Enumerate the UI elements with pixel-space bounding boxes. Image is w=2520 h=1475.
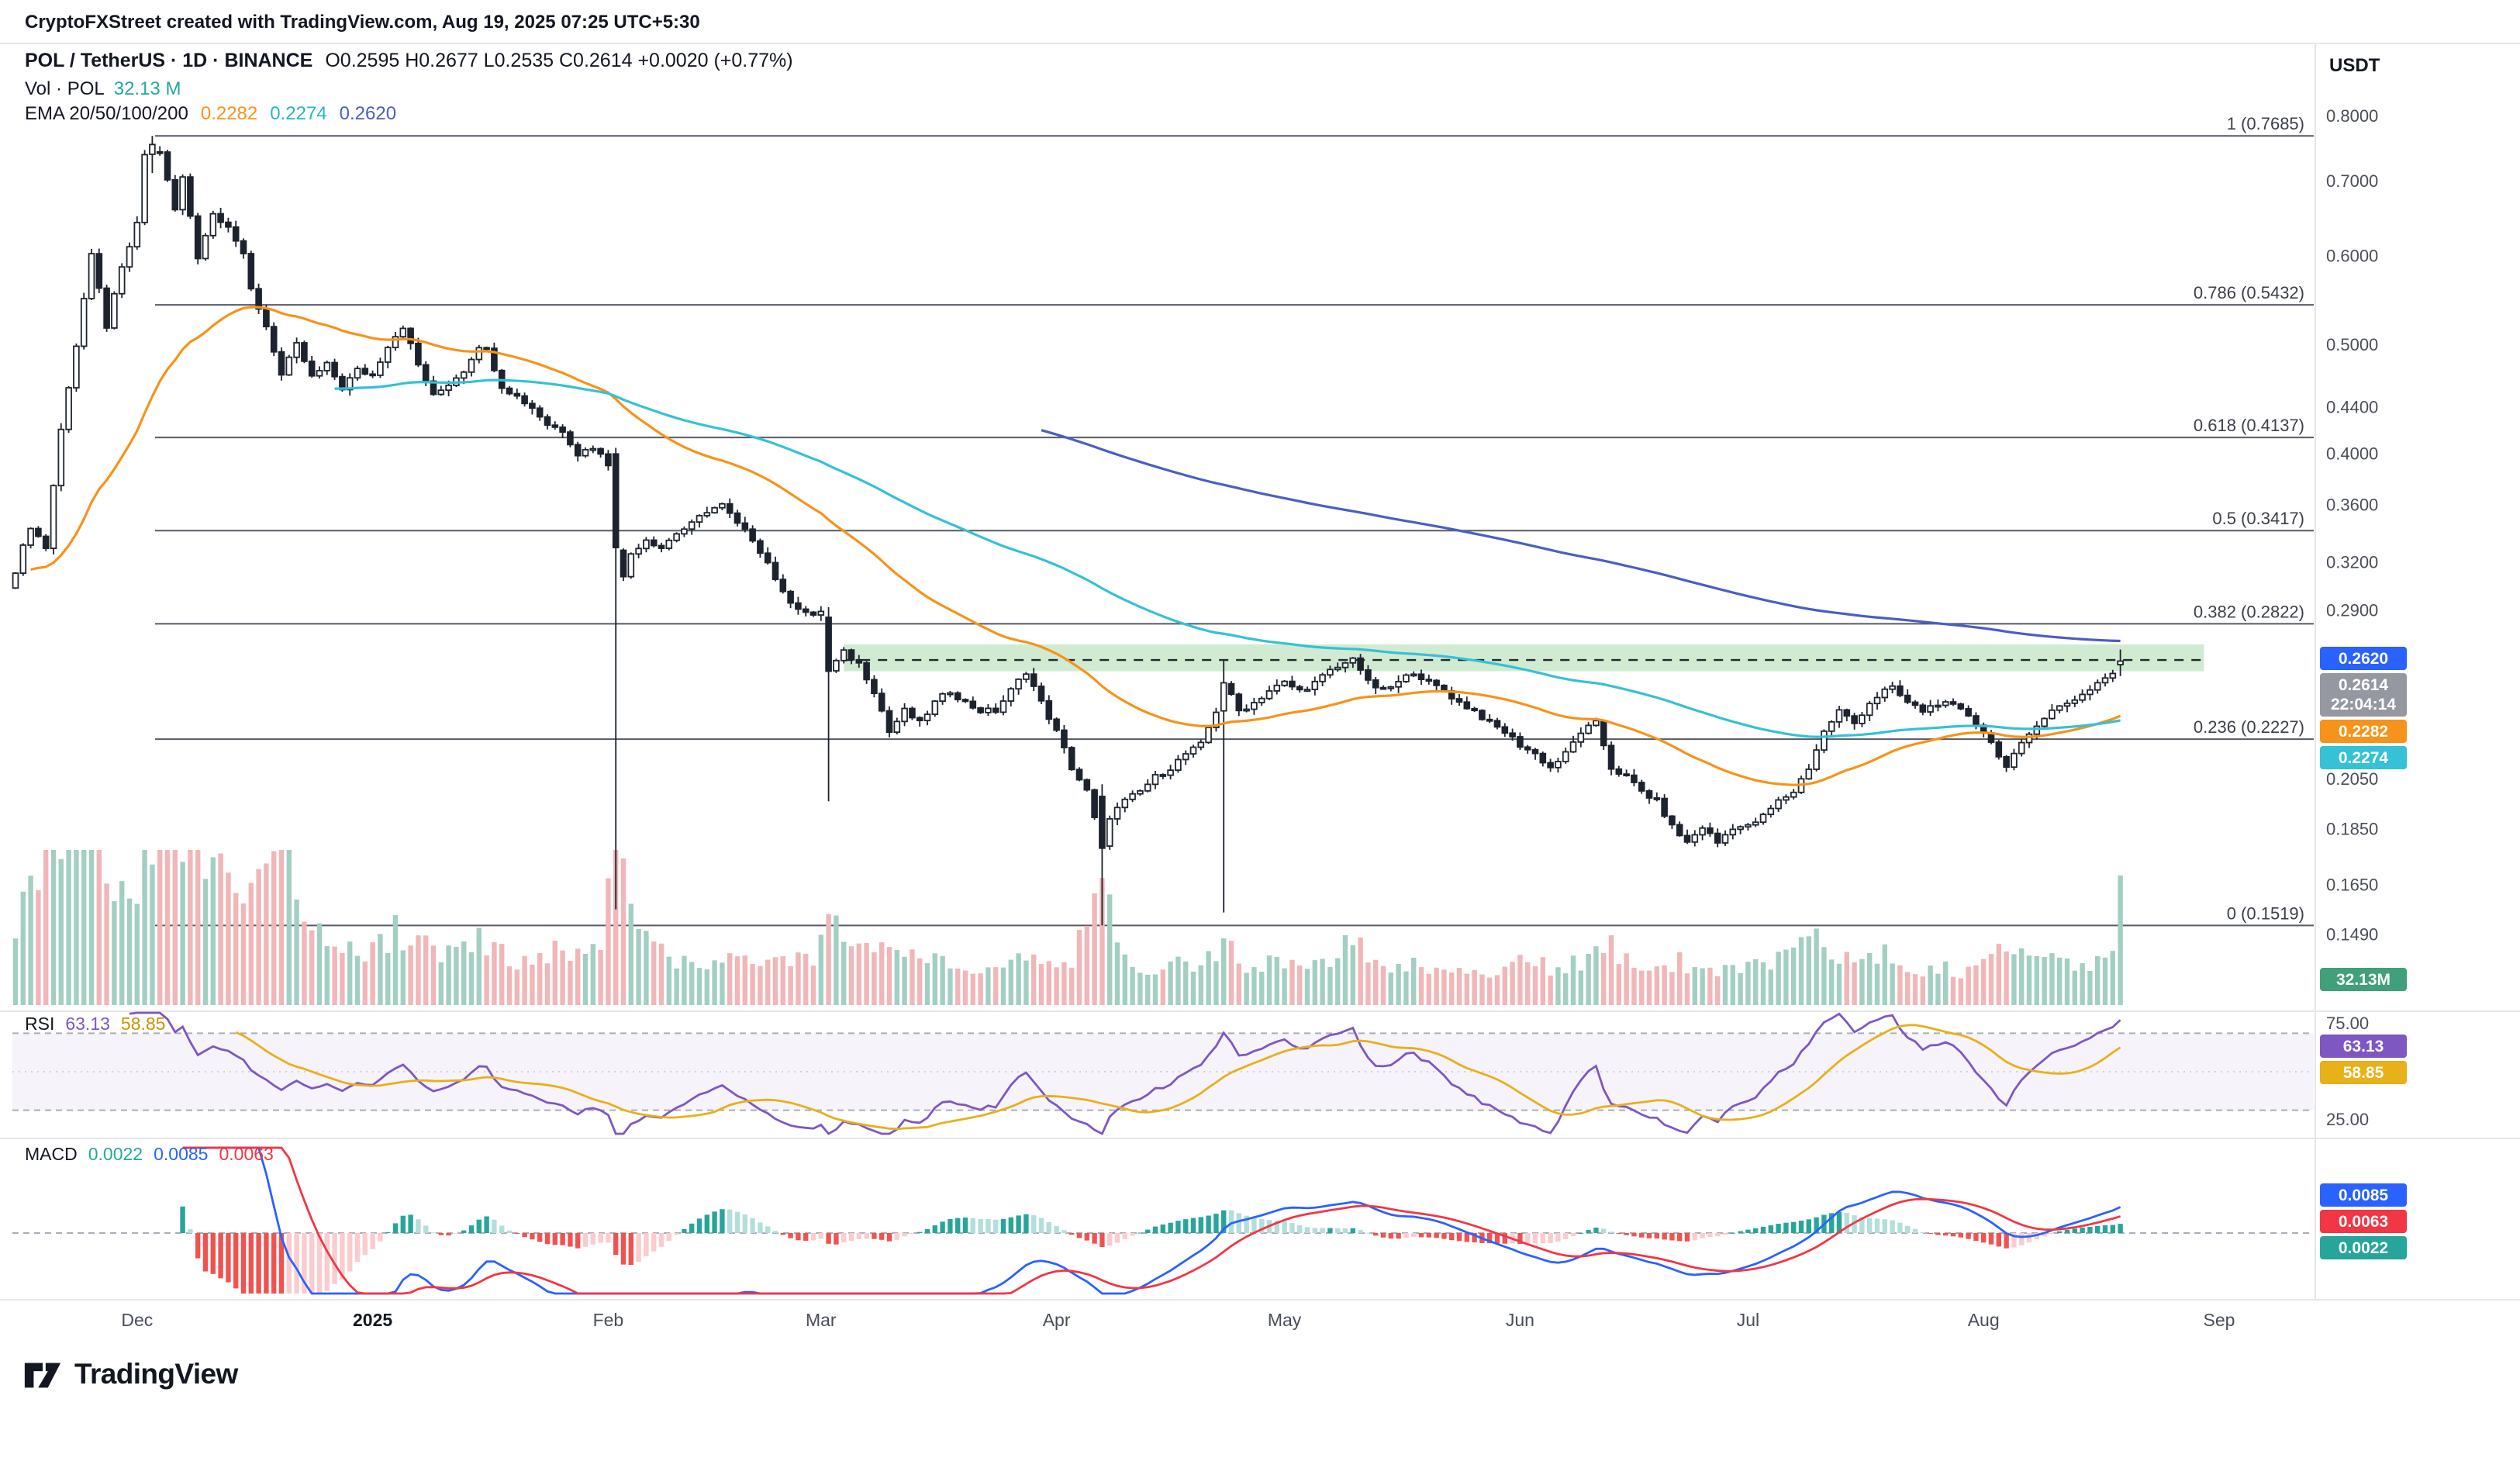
- volume-bars: [12, 850, 2123, 1005]
- fib-level-label: 0.236 (0.2227): [2194, 717, 2304, 737]
- price-tick-label: 0.4400: [2326, 397, 2378, 416]
- rsi-ma-value: 58.85: [120, 1016, 166, 1035]
- rsi-ma-badge: [2320, 1061, 2407, 1084]
- time-tick-label: Sep: [2204, 1310, 2235, 1330]
- time-tick-label: May: [1268, 1310, 1302, 1330]
- rsi-value: 63.13: [65, 1016, 110, 1035]
- snapshot-attribution: CryptoFXStreet created with TradingView.…: [25, 11, 700, 33]
- axis-badges: 0.2620 0.2614 22:04:14 0.2282 0.2274 32.13M 63…: [2320, 647, 2407, 1259]
- macd-signal-line: [182, 1146, 2121, 1295]
- ema-legend-label: EMA 20/50/100/200: [25, 102, 188, 124]
- ema-slow-cyan-line: [334, 378, 2121, 738]
- fib-level-label: 0 (0.1519): [2227, 903, 2304, 923]
- quote-currency-label: USDT: [2329, 54, 2380, 76]
- price-tick-label: 0.1850: [2326, 820, 2378, 839]
- price-tick-label: 0.3600: [2326, 495, 2378, 514]
- symbol-header[interactable]: POL / TetherUS · 1D · BINANCE O0.2595 H0.…: [25, 50, 793, 71]
- macd-signal-value: 0.0063: [219, 1146, 274, 1165]
- price-level-badge: [2320, 647, 2407, 670]
- volume-legend[interactable]: Vol · POL 32.13 M: [25, 78, 181, 99]
- price-tick-label: 0.2900: [2326, 600, 2378, 620]
- time-tick-label: Apr: [1043, 1310, 1071, 1330]
- price-tick-label: 0.8000: [2326, 106, 2378, 126]
- price-level-badge-text: 0.2620: [2339, 650, 2388, 668]
- ema-mid-orange-line: [30, 306, 2121, 786]
- candles[interactable]: [12, 136, 2124, 926]
- rsi-ma-line: [235, 1024, 2121, 1131]
- price-tick-label: 0.7000: [2326, 171, 2378, 191]
- time-axis[interactable]: Dec 2025 Feb Mar Apr May Jun Jul Aug Sep: [121, 1310, 2235, 1330]
- countdown-badge: [2320, 673, 2407, 717]
- macd-line: [182, 1146, 2121, 1295]
- fib-level-label: 0.382 (0.2822): [2194, 602, 2304, 621]
- time-tick-label: 2025: [353, 1310, 392, 1330]
- price-tick-label: 0.2050: [2326, 769, 2378, 789]
- macd-hist-badge-text: 0.0022: [2339, 1239, 2388, 1257]
- price-axis[interactable]: 0.8000 0.7000 0.6000 0.5000 0.4400 0.4000 0.36…: [2326, 106, 2378, 944]
- rsi-axis-label: 75.00: [2326, 1014, 2369, 1033]
- volume-badge-text: 32.13M: [2336, 971, 2391, 989]
- ema-cyan-value: 0.2274: [270, 102, 327, 124]
- volume-badge: [2320, 968, 2407, 991]
- time-tick-label: Aug: [1968, 1310, 2000, 1330]
- ema-orange-badge: [2320, 720, 2407, 743]
- fib-level-label: 0.786 (0.5432): [2194, 283, 2304, 302]
- time-tick-label: Jul: [1737, 1310, 1759, 1330]
- fib-level-label: 1 (0.7685): [2227, 114, 2304, 133]
- price-tick-label: 0.6000: [2326, 247, 2378, 266]
- volume-legend-value: 32.13 M: [113, 78, 181, 99]
- ema-200-blue-line: [1041, 429, 2121, 643]
- rsi-legend-label: RSI: [25, 1016, 55, 1035]
- time-tick-label: Dec: [121, 1310, 153, 1330]
- price-tick-label: 0.1490: [2326, 924, 2378, 944]
- ema-orange-badge-text: 0.2282: [2339, 723, 2388, 741]
- ema-legend[interactable]: EMA 20/50/100/200 0.2282 0.2274 0.2620: [25, 102, 396, 124]
- supply-zone: [844, 644, 2204, 672]
- tradingview-logo-text: TradingView: [74, 1356, 238, 1389]
- macd-hist-value: 0.0022: [88, 1146, 143, 1165]
- time-tick-label: Feb: [593, 1310, 624, 1330]
- rsi-band: [12, 1033, 2314, 1111]
- macd-histogram: [180, 1206, 2123, 1294]
- countdown-badge-text: 0.2614: [2339, 676, 2389, 694]
- tradingview-logo-icon: [24, 1363, 61, 1388]
- price-tick-label: 0.3200: [2326, 552, 2378, 572]
- macd-hist-badge: [2320, 1236, 2407, 1259]
- price-tick-label: 0.4000: [2326, 444, 2378, 463]
- fib-level-label: 0.5 (0.3417): [2212, 509, 2304, 528]
- rsi-ma-badge-text: 58.85: [2343, 1064, 2384, 1082]
- symbol-title[interactable]: POL / TetherUS · 1D · BINANCE: [25, 50, 313, 71]
- ema-cyan-badge: [2320, 746, 2407, 769]
- macd-signal-badge-text: 0.0063: [2339, 1213, 2388, 1231]
- price-tick-label: 0.5000: [2326, 335, 2378, 354]
- countdown-badge-text: 22:04:14: [2331, 696, 2396, 713]
- rsi-axis-label: 25.00: [2326, 1110, 2369, 1129]
- volume-legend-label: Vol · POL: [25, 78, 105, 99]
- macd-line-badge: [2320, 1183, 2407, 1207]
- time-tick-label: Mar: [806, 1310, 837, 1330]
- macd-line-value: 0.0085: [154, 1146, 209, 1165]
- rsi-value-badge: [2320, 1035, 2407, 1058]
- macd-line-badge-text: 0.0085: [2339, 1187, 2389, 1204]
- macd-legend-label: MACD: [25, 1146, 78, 1165]
- ema-blue-value: 0.2620: [339, 102, 397, 124]
- ema-cyan-badge-text: 0.2274: [2339, 749, 2389, 767]
- fib-retracement: 1 (0.7685) 0.786 (0.5432) 0.618 (0.4137) 0.…: [155, 114, 2314, 927]
- macd-signal-badge: [2320, 1210, 2407, 1233]
- tradingview-logo[interactable]: TradingView: [22, 1352, 238, 1394]
- rsi-legend[interactable]: RSI 63.13 58.85: [25, 1016, 165, 1035]
- time-tick-label: Jun: [1506, 1310, 1534, 1330]
- ema-orange-value: 0.2282: [200, 102, 258, 124]
- macd-legend[interactable]: MACD 0.0022 0.0085 0.0063: [25, 1146, 274, 1165]
- fib-level-label: 0.618 (0.4137): [2194, 416, 2304, 435]
- price-tick-label: 0.1650: [2326, 875, 2378, 894]
- rsi-value-badge-text: 63.13: [2343, 1038, 2384, 1055]
- ohlc-values: O0.2595 H0.2677 L0.2535 C0.2614 +0.0020 …: [325, 50, 793, 71]
